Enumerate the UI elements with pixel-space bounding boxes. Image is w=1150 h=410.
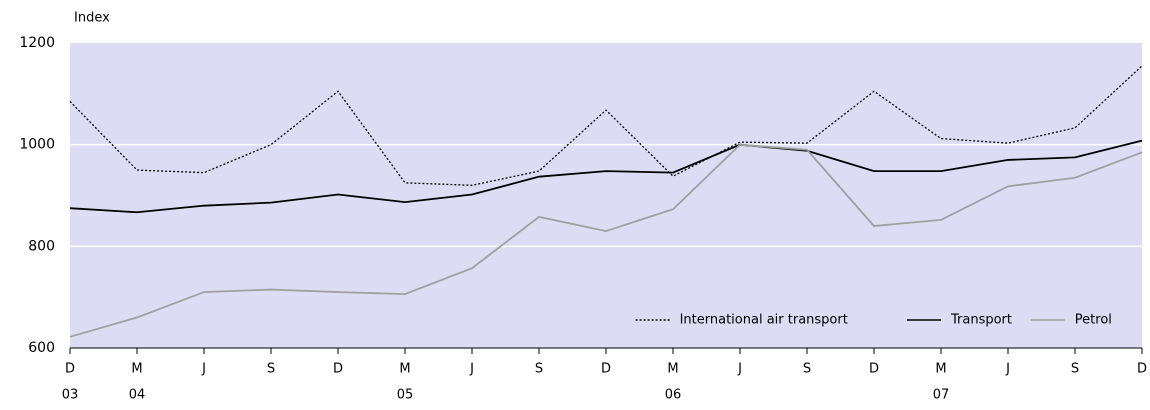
line-series: [69, 139, 1143, 214]
plot-area: [70, 43, 1142, 348]
y-tick-label: 1000: [19, 137, 55, 153]
x-tick-label: M: [667, 362, 678, 377]
x-tick-label: M: [131, 362, 142, 377]
x-tick-label: J: [737, 362, 742, 377]
x-tick-label: D: [65, 362, 75, 377]
x-tick-label: S: [803, 362, 811, 377]
x-tick-label: S: [1071, 362, 1079, 377]
x-tick-label: J: [201, 362, 206, 377]
x-tick-label: D: [1137, 362, 1147, 377]
x-tick-label: J: [469, 362, 474, 377]
x-tick-label: M: [935, 362, 946, 377]
y-axis-label: Index: [74, 11, 110, 26]
x-tick-label: J: [1005, 362, 1010, 377]
x-tick-label: D: [333, 362, 343, 377]
year-label: 07: [933, 388, 950, 403]
x-tick-label: M: [399, 362, 410, 377]
year-label: 05: [397, 388, 414, 403]
year-label: 03: [62, 388, 79, 403]
x-tick-label: D: [869, 362, 879, 377]
year-label: 04: [129, 388, 146, 403]
y-tick-label: 600: [28, 340, 55, 356]
x-tick-label: S: [267, 362, 275, 377]
legend-label: Transport: [950, 313, 1012, 328]
y-tick-label: 1200: [19, 35, 55, 51]
line-series: [69, 143, 1143, 338]
legend-label: Petrol: [1075, 313, 1112, 328]
x-tick-label: S: [535, 362, 543, 377]
year-label: 06: [665, 388, 682, 403]
legend-label: International air transport: [680, 313, 848, 328]
line-series: [69, 65, 1143, 186]
y-tick-label: 800: [28, 238, 55, 254]
x-tick-label: D: [601, 362, 611, 377]
